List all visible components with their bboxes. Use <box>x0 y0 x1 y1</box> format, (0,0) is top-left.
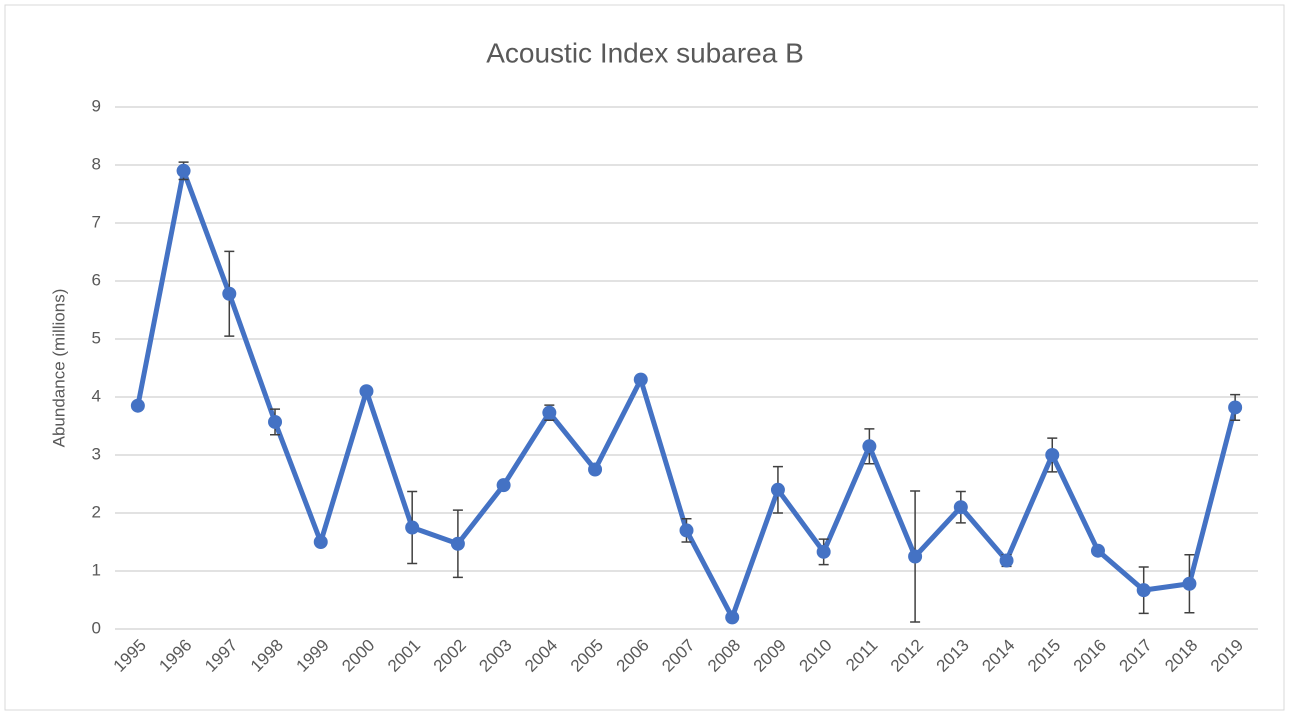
data-point <box>953 500 968 515</box>
data-point <box>1228 400 1243 415</box>
y-tick-label: 3 <box>92 444 101 463</box>
data-point <box>999 553 1014 568</box>
data-point <box>405 520 420 535</box>
data-point <box>1136 583 1151 598</box>
chart-title: Acoustic Index subarea B <box>486 37 804 68</box>
data-point <box>176 163 191 178</box>
data-point <box>450 536 465 551</box>
data-point <box>359 384 374 399</box>
data-point <box>725 610 740 625</box>
y-tick-label: 7 <box>92 212 101 231</box>
data-point <box>908 549 923 564</box>
y-tick-label: 8 <box>92 154 101 173</box>
data-point <box>542 405 557 420</box>
y-tick-label: 4 <box>92 386 101 405</box>
y-axis-label: Abundance (millions) <box>49 289 68 448</box>
data-point <box>633 372 648 387</box>
y-tick-label: 2 <box>92 502 101 521</box>
y-tick-label: 9 <box>92 96 101 115</box>
y-tick-label: 6 <box>92 270 101 289</box>
y-tick-label: 0 <box>92 618 101 637</box>
data-point <box>816 544 831 559</box>
data-point <box>496 478 511 493</box>
data-point <box>313 535 328 549</box>
data-point <box>862 439 877 454</box>
data-point <box>679 523 694 538</box>
chart-border <box>4 4 1285 711</box>
y-tick-label: 1 <box>92 560 101 579</box>
data-point <box>588 462 603 477</box>
data-point <box>268 414 283 429</box>
data-point <box>222 286 237 301</box>
data-point <box>130 398 145 413</box>
data-point <box>770 482 785 497</box>
data-point <box>1045 448 1060 462</box>
y-tick-label: 5 <box>92 328 101 347</box>
data-point <box>1090 543 1105 558</box>
data-point <box>1182 576 1197 591</box>
